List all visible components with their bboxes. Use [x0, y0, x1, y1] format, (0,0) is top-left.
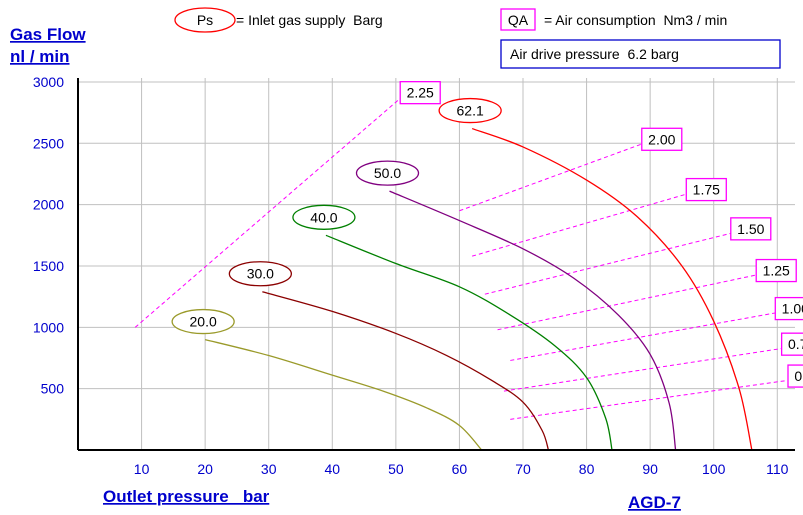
air-line-0.75 — [503, 347, 784, 392]
air-drive-text: Air drive pressure 6.2 barg — [510, 46, 679, 62]
air-line-1.00 — [510, 312, 778, 361]
air-label-2.25: 2.25 — [407, 85, 434, 101]
curve-label-40.0: 40.0 — [310, 209, 337, 225]
air-label-box-2.25 — [399, 81, 441, 105]
air-label-1.25: 1.25 — [763, 263, 790, 279]
curve-label-ellipse-62.1 — [438, 97, 502, 124]
x-tick-label: 20 — [197, 461, 213, 477]
x-tick-label: 30 — [261, 461, 277, 477]
curve-label-ellipse-30.0 — [228, 261, 293, 287]
legend-qa-box — [500, 8, 536, 31]
air-label-box-1.00 — [774, 296, 803, 321]
legend-qa-symbol: QA — [508, 12, 529, 28]
x-tick-label: 40 — [324, 461, 340, 477]
y-tick-label: 2500 — [33, 135, 64, 151]
curve-label-ellipse-40.0 — [292, 204, 356, 230]
y-axis-title-line1: Gas Flow — [10, 25, 86, 44]
air-line-1.75 — [472, 193, 689, 257]
x-tick-label: 80 — [579, 461, 595, 477]
x-axis-title: Outlet pressure bar — [103, 487, 270, 506]
air-label-0.75: 0.75 — [788, 336, 803, 352]
curve-30.0 — [262, 291, 550, 451]
y-tick-label: 2000 — [33, 197, 64, 213]
air-label-1.00: 1.00 — [782, 301, 803, 317]
curve-50.0 — [389, 190, 677, 451]
curve-label-ellipse-20.0 — [171, 308, 235, 335]
legend-ps-ellipse — [174, 7, 236, 33]
x-tick-label: 100 — [702, 461, 726, 477]
y-tick-label: 500 — [41, 381, 65, 397]
x-tick-label: 60 — [452, 461, 468, 477]
model-label: AGD-7 — [628, 493, 681, 512]
curve-62.1 — [471, 127, 753, 451]
x-tick-label: 90 — [642, 461, 658, 477]
y-tick-label: 1000 — [33, 319, 64, 335]
air-line-0.50 — [510, 379, 791, 420]
air-label-box-0.75 — [780, 332, 803, 356]
y-tick-label: 3000 — [33, 74, 64, 90]
legend-ps-text: = Inlet gas supply Barg — [236, 12, 383, 28]
air-label-1.50: 1.50 — [737, 221, 764, 237]
air-drive-box — [500, 39, 781, 69]
air-consumption-lines — [134, 96, 791, 420]
tick-labels: 10 20 30 40 50 60 70 80 90 100 110 500 1000 1500 2000 2… — [33, 74, 789, 477]
y-tick-label: 1500 — [33, 258, 64, 274]
curve-label-30.0: 30.0 — [247, 266, 274, 282]
legend-ps-symbol: Ps — [197, 12, 213, 28]
air-label-box-1.25 — [755, 258, 797, 283]
curve-label-ellipse-50.0 — [355, 160, 420, 186]
x-tick-label: 110 — [766, 461, 789, 477]
air-label-box-0.50 — [787, 364, 803, 388]
air-label-2.00: 2.00 — [648, 131, 675, 147]
air-label-0.50: 0.50 — [794, 368, 803, 384]
legend-qa-text: = Air consumption Nm3 / min — [544, 12, 727, 28]
air-line-2.25 — [134, 96, 403, 328]
axes — [77, 78, 795, 451]
curve-label-20.0: 20.0 — [190, 314, 217, 330]
curve-40.0 — [325, 234, 613, 451]
curve-label-62.1: 62.1 — [457, 103, 484, 119]
x-tick-label: 10 — [134, 461, 150, 477]
gas-flow-curves — [204, 127, 753, 451]
air-line-2.00 — [459, 142, 644, 212]
x-tick-label: 50 — [388, 461, 404, 477]
air-label-1.75: 1.75 — [693, 182, 720, 198]
air-label-box-1.75 — [685, 177, 727, 202]
curve-20.0 — [204, 338, 483, 451]
series-tags: 2.25 2.00 1.75 1.50 1.25 1.00 0.75 0.50 20.0 30.0… — [171, 81, 803, 388]
air-line-1.25 — [497, 274, 759, 331]
air-label-box-2.00 — [641, 127, 683, 151]
x-tick-label: 70 — [515, 461, 531, 477]
curve-label-50.0: 50.0 — [374, 165, 401, 181]
air-label-box-1.50 — [730, 217, 772, 241]
y-axis-title-line2: nl / min — [10, 47, 70, 66]
air-line-1.50 — [484, 232, 733, 295]
